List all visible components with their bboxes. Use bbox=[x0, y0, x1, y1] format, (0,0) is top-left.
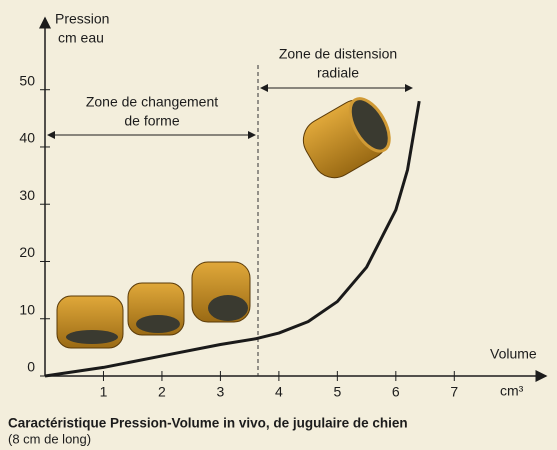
x-tick-label: 6 bbox=[392, 384, 400, 400]
y-tick-label: 10 bbox=[19, 301, 35, 317]
y-label: Pression bbox=[55, 11, 109, 27]
y-tick-label: 0 bbox=[27, 359, 35, 375]
y-tick-label: 30 bbox=[19, 187, 35, 203]
caption: (8 cm de long) bbox=[8, 431, 91, 446]
tube-illustration bbox=[56, 295, 124, 349]
caption: Caractéristique Pression-Volume in vivo,… bbox=[8, 416, 408, 431]
x-tick-label: 5 bbox=[333, 384, 341, 400]
x-tick-label: 4 bbox=[275, 384, 283, 400]
curve bbox=[44, 100, 421, 378]
annotation: Zone de changement bbox=[86, 94, 218, 110]
x-unit: cm³ bbox=[500, 383, 524, 399]
x-tick-label: 3 bbox=[217, 384, 225, 400]
tube-illustration bbox=[191, 261, 251, 323]
tube-illustration bbox=[127, 282, 185, 336]
y-tick-label: 20 bbox=[19, 244, 35, 260]
annotation: radiale bbox=[317, 65, 359, 81]
x-tick-label: 7 bbox=[450, 384, 458, 400]
annotation: Zone de distension bbox=[279, 46, 397, 62]
tube-illustration bbox=[302, 97, 391, 179]
x-tick-label: 2 bbox=[158, 384, 166, 400]
x-label: Volume bbox=[490, 346, 537, 362]
y-label: cm eau bbox=[58, 30, 104, 46]
y-tick-label: 40 bbox=[19, 130, 35, 146]
y-tick-label: 50 bbox=[19, 72, 35, 88]
annotation: de forme bbox=[124, 113, 179, 129]
x-tick-label: 1 bbox=[100, 384, 108, 400]
